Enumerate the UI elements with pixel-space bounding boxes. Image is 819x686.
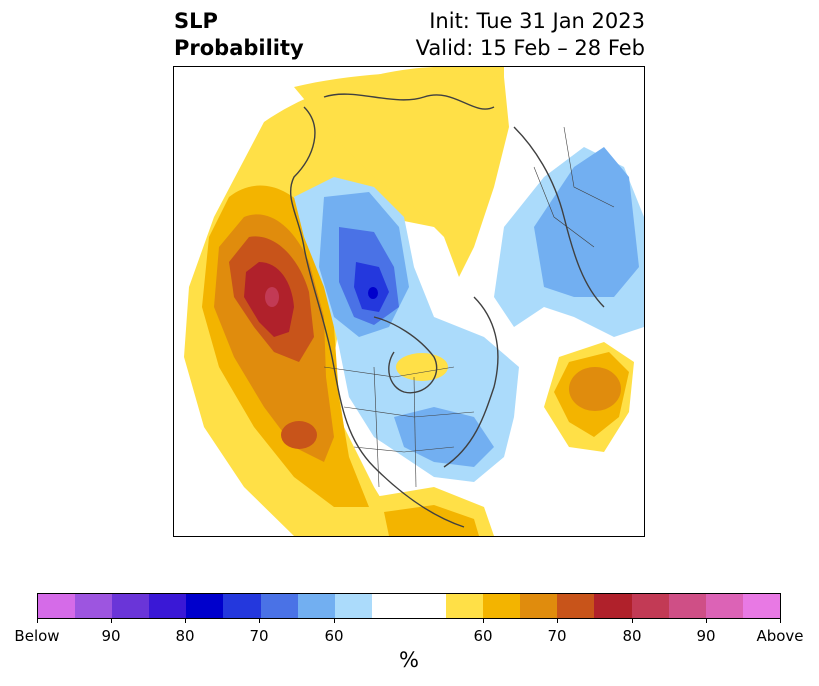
colorbar-segment [149,594,187,618]
canada-below-80 [368,287,378,299]
colorbar-segment [594,594,632,618]
colorbar-segment [186,594,224,618]
colorbar-tick-mark [111,619,112,623]
colorbar-segment [75,594,113,618]
colorbar-tick-mark [185,619,186,623]
colorbar-tick-mark [334,619,335,623]
country-borders [323,126,615,488]
probability-map [184,67,644,536]
colorbar-segment [705,594,743,618]
map-panel [173,66,645,537]
colorbar-tick-mark [37,619,38,623]
colorbar-tick-label: 60 [324,627,344,645]
colorbar-tick-mark [706,619,707,623]
colorbar-segment [334,594,372,618]
colorbar-tick-label: 90 [696,627,716,645]
colorbar-tick-label: Above [756,627,804,645]
colorbar-tick-mark [259,619,260,623]
title-type: Probability [174,36,304,60]
init-date-label: Init: Tue 31 Jan 2023 [429,9,645,33]
colorbar-tick-label: 70 [249,627,269,645]
valid-range-label: Valid: 15 Feb – 28 Feb [415,36,645,60]
southwest-above-75 [281,421,317,449]
colorbar-segment [742,594,780,618]
colorbar-tick-mark [780,619,781,623]
colorbar-segment [668,594,706,618]
colorbar-tick-mark [483,619,484,623]
atlantic-below-65 [534,147,639,297]
colorbar-tick-label: 90 [101,627,121,645]
colorbar-tick-mark [557,619,558,623]
colorbar [37,593,781,619]
colorbar-tick-mark [632,619,633,623]
title-variable: SLP [174,9,218,33]
colorbar-segment [408,594,447,618]
colorbar-tick-label: 70 [547,627,567,645]
colorbar-segment [112,594,150,618]
gulf-above-65 [384,505,479,536]
title-right: Init: Tue 31 Jan 2023 Valid: 15 Feb – 28… [416,8,645,62]
colorbar-segment [483,594,521,618]
colorbar-segment [446,594,484,618]
colorbar-tick-label: 60 [473,627,493,645]
north-above-60 [294,72,509,277]
colorbar-segment [38,594,76,618]
title-left: SLP Probability [174,8,304,62]
colorbar-units-label: % [399,648,419,672]
colorbar-tick-label: 80 [622,627,642,645]
colorbar-segment [371,594,409,618]
colorbar-segment [631,594,669,618]
coastlines [289,93,605,528]
east-atlantic-above-70 [569,367,621,411]
colorbar-segment [297,594,335,618]
colorbar-tick-label: 80 [175,627,195,645]
colorbar-segment [557,594,595,618]
pacific-above-85 [265,287,279,307]
colorbar-segment [260,594,298,618]
colorbar-segment [520,594,558,618]
colorbar-tick-label: Below [14,627,60,645]
eastus-below-65 [394,407,494,467]
colorbar-segment [223,594,261,618]
canada-below-75 [354,262,389,312]
hudson-above-60 [396,353,448,381]
